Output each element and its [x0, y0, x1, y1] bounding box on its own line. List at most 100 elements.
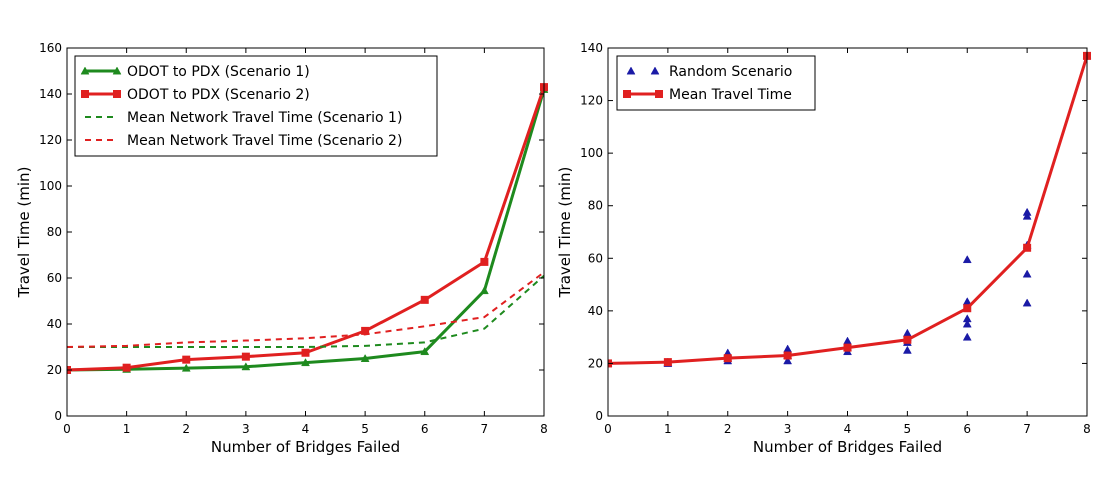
legend-entry-label: Mean Network Travel Time (Scenario 1) [127, 110, 402, 126]
series-right-0-point [783, 356, 793, 365]
series-left-1-point [480, 257, 489, 266]
legend-swatch-marker [655, 90, 663, 98]
series-left-1-point [301, 348, 310, 357]
series-left-3 [67, 271, 545, 348]
x-tick-label: 7 [1023, 422, 1031, 436]
y-tick-label: 80 [47, 225, 62, 239]
legend-box [616, 55, 816, 111]
y-tick-label: 60 [47, 271, 62, 285]
series-right-0-point [902, 345, 912, 354]
x-tick-label: 4 [844, 422, 852, 436]
x-axis-label: Number of Bridges Failed [753, 438, 942, 456]
series-right-0-point [962, 314, 972, 323]
series-left-0-point [181, 363, 191, 372]
plot-area [608, 51, 1092, 368]
x-tick-label: 2 [724, 422, 732, 436]
series-right-0-point [1022, 269, 1032, 278]
x-tick-label: 7 [481, 422, 489, 436]
series-left-1-point [420, 295, 429, 304]
y-tick-label: 100 [39, 179, 62, 193]
series-right-1-point [963, 304, 972, 313]
y-tick-label: 0 [54, 409, 62, 423]
series-right-1-point [723, 354, 732, 363]
y-tick-label: 60 [588, 251, 603, 265]
legend-entry-label: Mean Travel Time [669, 87, 792, 103]
x-tick-label: 5 [904, 422, 912, 436]
y-tick-label: 160 [39, 41, 62, 55]
y-axis-label: Travel Time (min) [15, 167, 33, 299]
legend-swatch-marker [650, 66, 660, 75]
x-tick-label: 3 [242, 422, 250, 436]
series-right-1-point [903, 335, 912, 344]
legend: ODOT to PDX (Scenario 1) ODOT to PDX (Sce… [74, 55, 438, 157]
x-tick-label: 5 [361, 422, 369, 436]
series-right-1-point [843, 343, 852, 352]
series-left-1-point [122, 363, 131, 372]
x-tick-label: 1 [123, 422, 131, 436]
x-tick-label: 8 [1083, 422, 1091, 436]
legend-entry-label: Mean Network Travel Time (Scenario 2) [127, 133, 402, 149]
series-right-0-point [1022, 211, 1032, 220]
plot-area [67, 83, 549, 374]
legend-entry-label: ODOT to PDX (Scenario 2) [127, 87, 310, 103]
series-right-0-point [783, 344, 793, 353]
series-right-1 [608, 51, 1091, 368]
series-right-0-point [962, 332, 972, 341]
series-left-2 [67, 274, 545, 348]
x-tick-label: 6 [963, 422, 971, 436]
x-tick-label: 4 [302, 422, 310, 436]
legend-box [74, 55, 438, 157]
series-right-0-point [902, 328, 912, 337]
series-right-0-point [962, 255, 972, 264]
x-tick-label: 1 [664, 422, 672, 436]
series-left-0-point [479, 286, 489, 295]
y-tick-label: 140 [580, 41, 603, 55]
x-axis-label: Number of Bridges Failed [211, 438, 400, 456]
series-right-0-point [843, 336, 852, 345]
series-right-1-point [783, 351, 792, 360]
legend-swatch-marker [81, 90, 89, 98]
series-left-1-point [241, 352, 250, 361]
series-right-0-point [1022, 298, 1032, 307]
y-tick-label: 40 [588, 304, 603, 318]
series-left-1-point [182, 355, 191, 364]
series-right-0-point [962, 319, 972, 328]
series-left-1 [67, 83, 548, 374]
x-tick-label: 8 [540, 422, 548, 436]
y-tick-label: 120 [580, 94, 603, 108]
legend-swatch-marker [112, 66, 122, 75]
y-tick-label: 140 [39, 87, 62, 101]
y-tick-label: 80 [588, 199, 603, 213]
y-tick-label: 120 [39, 133, 62, 147]
series-left-2-line [67, 274, 545, 348]
x-tick-label: 0 [63, 422, 71, 436]
series-right-1-point [663, 358, 672, 367]
legend-swatch-marker [623, 90, 631, 98]
y-tick-label: 20 [47, 363, 62, 377]
y-tick-label: 100 [580, 146, 603, 160]
y-tick-label: 20 [588, 356, 603, 370]
series-left-0-point [360, 353, 370, 362]
legend-entry-label: Random Scenario [669, 64, 792, 80]
series-left-3-line [67, 271, 545, 348]
series-left-0-point [420, 347, 430, 356]
x-tick-label: 6 [421, 422, 429, 436]
series-right-1-point [1023, 243, 1032, 252]
x-tick-label: 2 [182, 422, 190, 436]
series-left-0-point [241, 362, 251, 371]
x-tick-label: 3 [784, 422, 792, 436]
legend-swatch-marker [113, 90, 121, 98]
legend-swatch-marker [80, 66, 90, 75]
y-axis-label: Travel Time (min) [556, 167, 574, 299]
y-tick-label: 40 [47, 317, 62, 331]
series-left-0-point [301, 358, 310, 367]
x-tick-label: 0 [604, 422, 612, 436]
legend-swatch-marker [626, 66, 636, 75]
series-right-0-point [1022, 207, 1032, 216]
legend: Random Scenario Mean Travel Time [616, 55, 816, 111]
legend-entry-label: ODOT to PDX (Scenario 1) [127, 64, 310, 80]
y-tick-label: 0 [595, 409, 603, 423]
